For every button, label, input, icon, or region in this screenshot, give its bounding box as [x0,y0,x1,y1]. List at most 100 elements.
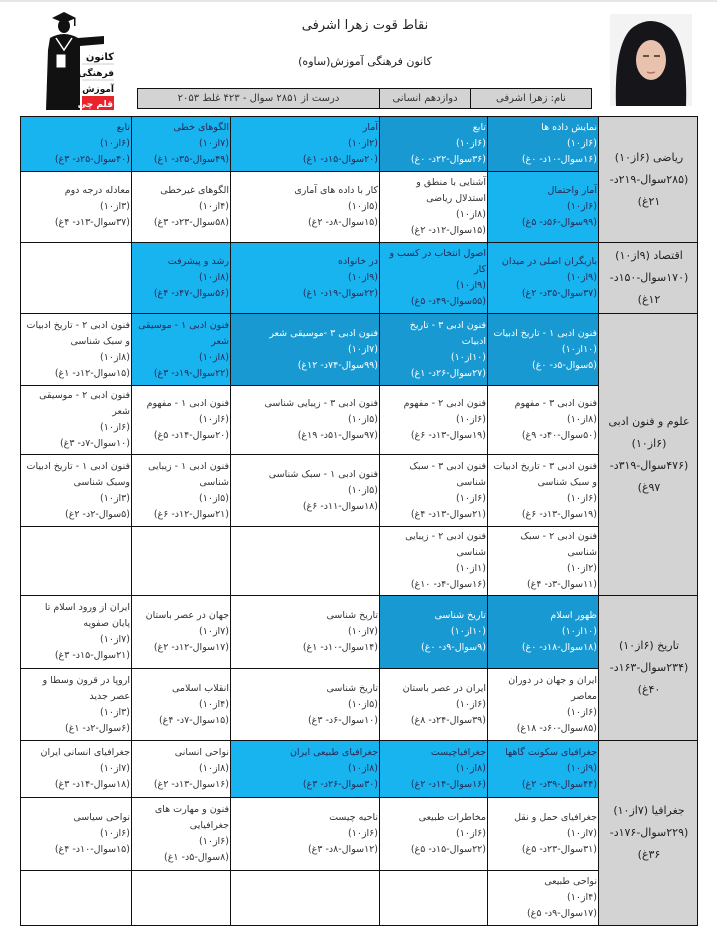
topic-stats: (۳۶سوال-۲۲د- ۰غ) [410,154,486,165]
topic-score: (۶از۱۰) [456,414,486,425]
topic-name: فنون و مهارت های جغرافیایی [154,804,229,831]
topic-score: (۷از۱۰) [567,828,597,839]
logo-text: کانون [86,52,114,63]
topic-name: جهان در عصر باستان [145,610,229,621]
empty-cell [379,870,488,926]
student-name: نام: زهرا اشرفی [470,89,591,108]
topic-name: آشنایی با منطق و استدلال ریاضی [416,177,486,204]
topic-stats: (۱۶سوال-۱۳د- ۲غ) [153,779,229,790]
topic-score: (۷از۱۰) [348,626,378,637]
topic-score: (۸از۱۰) [456,209,486,220]
topic-cell: فنون ادبی ۲ - مفهوم (۶از۱۰) (۱۹سوال-۱۳د- ۶… [379,385,488,455]
topic-score: (۹از۱۰) [456,280,486,291]
topic-cell: فنون ادبی ۱ - تاریخ ادبیات (۱۰از۱۰) (۵سوال… [487,313,599,386]
topic-cell: جغرافیای حمل و نقل (۷از۱۰) (۳۱سوال-۲۳د- ۵غ… [487,797,599,871]
topic-name: نواحی انسانی [174,747,229,758]
topic-score: (۱۰از۱۰) [450,626,486,637]
topic-cell: جغرافیای سکونت گاهها (۹از۱۰) (۴۴سوال-۳۹د- … [487,740,599,798]
topic-name: تابع [472,122,486,133]
topic-cell: فنون ادبی ۲ - سبک شناسی (۲از۱۰) (۱۱سوال-۳د… [487,526,599,596]
topic-score: (۶از۱۰) [456,828,486,839]
topic-name: تاریخ شناسی [326,610,378,621]
subject-name: علوم و فنون ادبی (۶از۱۰) [608,414,690,450]
table-row: اقتصاد (۹از۱۰) (۱۷۰سوال-۱۵۰د- ۱۲غ) بازیگرا… [20,242,698,314]
topic-stats: (۶سوال-۲د- ۱غ) [65,722,130,734]
topic-score: (۶از۱۰) [567,492,597,504]
topic-name: فنون ادبی ۱ - موسیقی شعر [138,319,229,347]
topic-stats: (۱۱سوال-۳د- ۴غ) [526,579,597,590]
topic-name: جغرافیای حمل و نقل [514,812,597,823]
topic-stats: (۲۰سوال-۱۵د- ۱غ) [302,154,378,165]
topic-cell: نواحی سیاسی (۶از۱۰) (۱۵سوال-۱۰د- ۴غ) [20,797,132,871]
table-row: ایران و جهان در دوران معاصر (۶از۱۰) (۸۵سوا… [20,668,698,741]
topic-cell: تاریخ شناسی (۱۰از۱۰) (۹سوال-۹د- ۰غ) [379,595,488,669]
topic-cell: در خانواده (۹از۱۰) (۲۲سوال-۱۹د- ۱غ) [230,242,380,314]
topic-cell: اروپا در قرون وسطا و عصر جدید (۳از۱۰) (۶سو… [20,668,132,741]
topic-cell: فنون ادبی ۳ - زیبایی شناسی (۵از۱۰) (۹۷سوال… [230,385,380,455]
table-row: تاریخ (۶از۱۰) (۲۳۴سوال-۱۶۳د- ۴۰غ) ظهور اسل… [20,595,698,741]
topic-stats: (۵۰سوال-۴۰د- ۹غ) [521,430,597,441]
topic-name: فنون ادبی ۳ - زیبایی شناسی [264,398,378,409]
subject-cell: ریاضی (۶از۱۰) (۲۸۵سوال-۲۱۹د- ۲۱غ) [598,116,698,243]
topic-stats: (۱۹سوال-۱۳د- ۶غ) [410,430,486,441]
topic-score: (۱۰از۱۰) [561,343,597,355]
topic-stats: (۴۴سوال-۳۹د- ۲غ) [521,779,597,790]
topic-cell: فنون ادبی ۲ - زیبایی شناسی (۱از۱۰) (۱۶سوال… [379,526,488,596]
empty-cell [20,870,132,926]
topic-cell: تابع (۶از۱۰) (۴۰سوال-۲۵د- ۳غ) [20,116,132,172]
topic-name: فنون ادبی ۲ - تاریخ ادبیات و سبک شناسی [26,319,130,347]
table-row: فنون ادبی ۲ - سبک شناسی (۲از۱۰) (۱۱سوال-۳د… [20,526,698,596]
topic-cell: مخاطرات طبیعی (۶از۱۰) (۲۲سوال-۱۵د- ۵غ) [379,797,488,871]
topic-name: رشد و پیشرفت [167,256,229,267]
topic-stats: (۱۴سوال-۱۰د- ۱غ) [302,642,378,653]
topic-score: (۶از۱۰) [199,414,229,425]
topic-stats: (۱۵سوال-۸د- ۲غ) [307,217,378,228]
topic-stats: (۱۸سوال-۱۱د- ۶غ) [302,500,378,512]
topic-name: انقلاب اسلامی [172,682,229,694]
topic-name: فنون ادبی ۱ - مفهوم [146,398,229,409]
table-row: جغرافیای حمل و نقل (۷از۱۰) (۳۱سوال-۲۳د- ۵غ… [20,797,698,871]
topic-stats: (۲۲سوال-۱۹د- ۱غ) [302,288,378,299]
topic-stats: (۱۹سوال-۱۳د- ۶غ) [521,508,597,520]
topic-score: (۵از۱۰) [348,698,378,710]
subject-stats: (۲۲۹سوال-۱۷۶د- ۳۶غ) [609,826,689,861]
topic-name: تاریخ شناسی [434,610,486,621]
topic-name: جغرافیای طبیعی ایران [289,747,378,758]
topic-name: جغرافیای انسانی ایران [40,747,130,758]
topic-cell: ایران و جهان در دوران معاصر (۶از۱۰) (۸۵سوا… [487,668,599,741]
topic-stats: (۴۰سوال-۲۵د- ۳غ) [54,154,130,165]
topic-score: (۷از۱۰) [199,626,229,637]
topic-cell: الگوهای خطی (۷از۱۰) (۴۹سوال-۳۵د- ۱غ) [131,116,231,172]
topic-stats: (۳۷سوال-۳۵د- ۲غ) [521,288,597,299]
topic-cell: جغرافیای انسانی ایران (۷از۱۰) (۱۸سوال-۱۴د-… [20,740,132,798]
topic-cell: فنون ادبی ۱ - مفهوم (۶از۱۰) (۲۰سوال-۱۴د- ۵… [131,385,231,455]
score-summary: ۲۰۵۳ درست از ۲۸۵۱ سوال - ۴۲۳ غلط [177,93,340,104]
topic-cell: الگوهای غیرخطی (۴از۱۰) (۵۸سوال-۲۳د- ۳غ) [131,171,231,243]
topic-cell: فنون ادبی ۳ -موسیقی شعر (۷از۱۰) (۹۹سوال-۷۴… [230,313,380,386]
table-row: ریاضی (۶از۱۰) (۲۸۵سوال-۲۱۹د- ۲۱غ) نمایش دا… [20,116,698,243]
topic-stats: (۲۰سوال-۱۴د- ۵غ) [153,430,229,441]
topic-stats: (۱۸سوال-۱۴د- ۳غ) [54,779,130,790]
student-photo [610,14,692,106]
topic-score: (۵از۱۰) [348,484,378,496]
topic-score: (۳از۱۰) [100,706,130,718]
topic-score: (۵از۱۰) [348,201,378,212]
topic-name: فنون ادبی ۲ - زیبایی شناسی [405,531,486,558]
topic-stats: (۳۰سوال-۲۶د- ۳غ) [302,779,378,790]
topic-score: (۶از۱۰) [199,836,229,847]
topic-stats: (۱۵سوال-۱۲د- ۱غ) [54,367,130,379]
topic-name: ظهور اسلام [550,610,597,621]
topic-name: فنون ادبی ۳ - مفهوم [514,398,597,409]
subject-stats: (۲۸۵سوال-۲۱۹د- ۲۱غ) [609,172,689,208]
topic-score: (۹از۱۰) [348,272,378,283]
topic-score: (۳از۱۰) [100,492,130,504]
topic-score: (۶از۱۰) [456,138,486,149]
topic-score: (۷از۱۰) [100,634,130,645]
topic-stats: (۳۹سوال-۲۴د- ۸غ) [410,714,486,726]
topic-name: فنون ادبی ۳ - تاریخ ادبیات و سبک شناسی [493,460,597,488]
topic-name: تابع [116,122,130,133]
topic-score: (۸از۱۰) [348,763,378,774]
topic-score: (۸از۱۰) [100,351,130,363]
topic-name: فنون ادبی ۳ -موسیقی شعر [269,327,378,339]
topic-stats: (۵۶سوال-۴۷د- ۴غ) [153,288,229,299]
